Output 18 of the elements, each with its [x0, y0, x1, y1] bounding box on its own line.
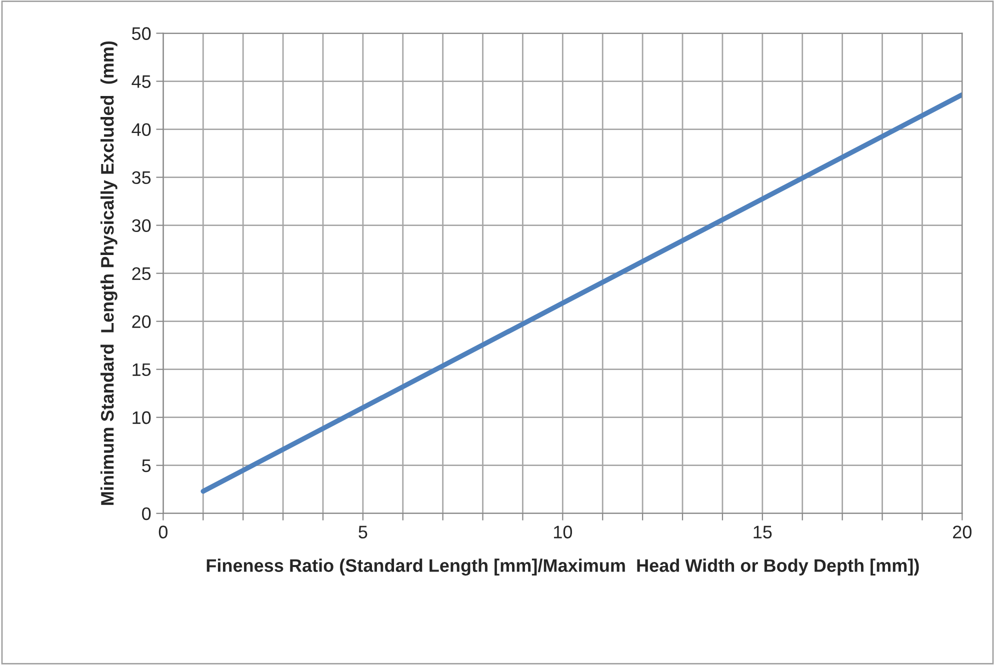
y-tick-label: 15 [132, 363, 151, 376]
x-tick-label: 10 [554, 526, 572, 538]
y-tick-label: 25 [132, 267, 151, 280]
y-axis-title: Minimum Standard Length Physically Excluded (mm) [100, 41, 118, 505]
x-tick-label: 15 [754, 526, 772, 538]
y-tick-label: 10 [132, 411, 151, 424]
y-tick-label: 0 [142, 507, 151, 520]
y-tick-label: 35 [132, 171, 151, 184]
x-tick-label: 0 [158, 526, 168, 538]
x-tick-label: 20 [953, 526, 972, 538]
y-tick-label: 20 [132, 315, 151, 328]
y-tick-label: 5 [142, 459, 151, 472]
y-tick-label: 30 [132, 219, 151, 232]
y-tick-label: 45 [132, 75, 151, 88]
y-tick-label: 40 [132, 123, 151, 136]
x-tick-label: 5 [358, 526, 368, 538]
y-tick-label: 50 [132, 27, 151, 40]
x-axis-title: Fineness Ratio (Standard Length [mm]/Maximum Head Width or Body Depth [mm]) [206, 558, 919, 576]
